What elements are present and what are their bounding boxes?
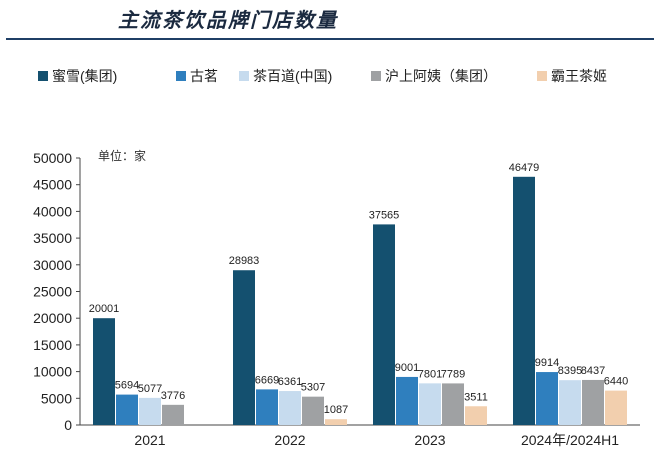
x-tick-label: 2022: [274, 432, 305, 448]
legend-swatch: [537, 71, 547, 81]
y-tick-label: 0: [64, 417, 72, 433]
y-tick-label: 35000: [33, 230, 72, 246]
bar: [116, 394, 138, 425]
legend-label: 沪上阿姨（集团）: [385, 68, 497, 84]
y-tick-label: 30000: [33, 257, 72, 273]
x-tick-label: 2023: [414, 432, 445, 448]
legend-label: 古茗: [190, 68, 218, 84]
data-label: 6361: [278, 376, 302, 388]
bar: [559, 380, 581, 425]
bar: [536, 372, 558, 425]
bar: [279, 391, 301, 425]
bar: [513, 176, 535, 425]
bar: [139, 397, 161, 425]
unit-note: 单位：家: [98, 148, 146, 163]
bar: [419, 383, 441, 425]
bar: [396, 376, 418, 425]
legend-label: 霸王茶姬: [551, 68, 607, 84]
bar: [233, 270, 255, 425]
data-label: 6440: [604, 376, 628, 388]
bar: [93, 318, 115, 425]
y-tick-label: 25000: [33, 284, 72, 300]
data-label: 5307: [301, 382, 325, 394]
bar: [325, 419, 347, 425]
legend-label: 茶百道(中国): [253, 68, 332, 84]
bar: [256, 389, 278, 425]
bar: [302, 396, 324, 425]
bar: [465, 406, 487, 425]
y-tick-label: 15000: [33, 337, 72, 353]
y-tick-label: 20000: [33, 310, 72, 326]
legend-swatch: [176, 71, 186, 81]
data-label: 5694: [115, 380, 139, 392]
data-label: 3776: [161, 390, 185, 402]
data-label: 8395: [558, 365, 582, 377]
legend-swatch: [371, 71, 381, 81]
bar: [373, 224, 395, 425]
legend-swatch: [38, 71, 48, 81]
data-label: 9001: [395, 362, 419, 374]
data-label: 3511: [464, 391, 488, 403]
data-label: 20001: [89, 303, 120, 315]
data-label: 8437: [581, 365, 605, 377]
legend: 蜜雪(集团) 古茗 茶百道(中国) 沪上阿姨（集团） 霸王茶姬: [38, 68, 607, 84]
data-label: 7789: [441, 368, 465, 380]
title-rule: [6, 38, 654, 40]
bar: [442, 383, 464, 425]
bar: [605, 390, 627, 425]
data-label: 46479: [509, 162, 540, 174]
y-tick-label: 45000: [33, 177, 72, 193]
y-tick-label: 50000: [33, 150, 72, 166]
data-label: 37565: [369, 209, 400, 221]
y-tick-label: 40000: [33, 203, 72, 219]
x-tick-label: 2024年/2024H1: [521, 432, 619, 448]
bars: [93, 176, 627, 425]
bar: [162, 404, 184, 425]
legend-label: 蜜雪(集团): [52, 68, 117, 84]
chart-title: 主流茶饮品牌门店数量: [118, 8, 338, 32]
x-tick-label: 2021: [134, 432, 165, 448]
y-tick-label: 10000: [33, 364, 72, 380]
data-label: 9914: [535, 357, 559, 369]
y-tick-label: 5000: [41, 390, 72, 406]
legend-swatch: [239, 71, 249, 81]
bar: [582, 379, 604, 425]
data-label: 1087: [324, 404, 348, 416]
data-label: 5077: [138, 383, 162, 395]
data-label: 28983: [229, 255, 260, 267]
data-label: 6669: [255, 374, 279, 386]
data-label: 7801: [418, 368, 442, 380]
